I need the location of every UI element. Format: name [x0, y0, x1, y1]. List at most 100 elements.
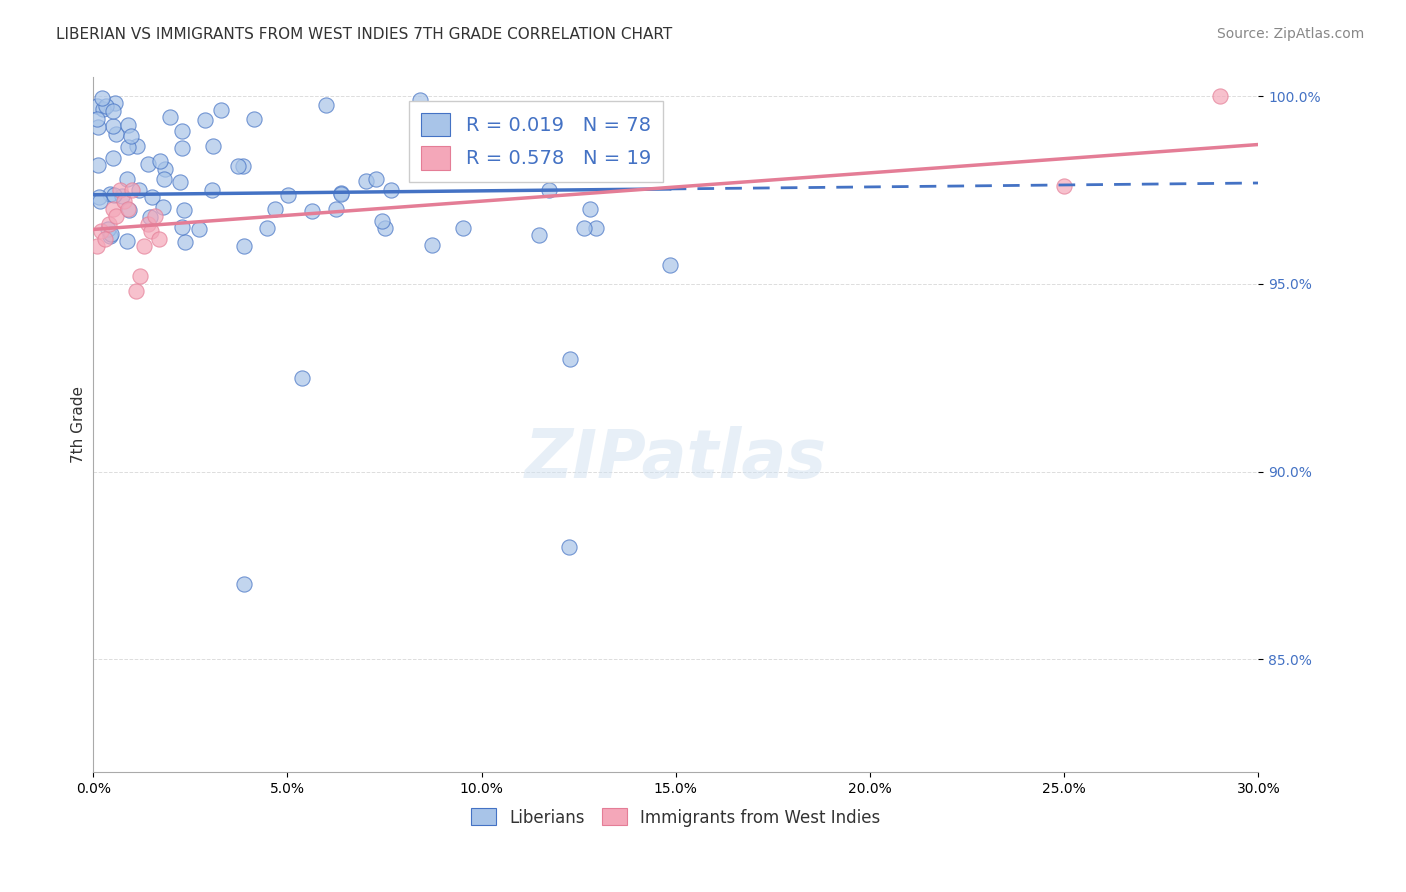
Point [86, 239, 108, 253]
Point [98, 229, 121, 244]
Point [231, 159, 253, 173]
Point [558, 540, 581, 554]
Point [141, 190, 163, 204]
Point [98, 187, 121, 202]
Point [136, 157, 159, 171]
Point [172, 124, 194, 138]
Point [128, 183, 150, 197]
Point [451, 220, 474, 235]
Point [143, 210, 166, 224]
Point [201, 183, 224, 197]
Point [105, 127, 128, 141]
Text: Source: ZipAtlas.com: Source: ZipAtlas.com [1216, 27, 1364, 41]
Point [125, 285, 148, 299]
Point [226, 159, 249, 173]
Point [194, 112, 217, 127]
Point [233, 577, 256, 591]
Point [170, 141, 193, 155]
Point [409, 93, 432, 107]
Point [170, 220, 193, 235]
Point [174, 235, 197, 250]
Point [94, 98, 117, 112]
Text: LIBERIAN VS IMMIGRANTS FROM WEST INDIES 7TH GRADE CORRELATION CHART: LIBERIAN VS IMMIGRANTS FROM WEST INDIES … [56, 27, 672, 42]
Point [354, 173, 377, 187]
Point [89, 194, 111, 208]
Point [291, 371, 314, 385]
Point [538, 183, 561, 197]
Y-axis label: 7th Grade: 7th Grade [72, 386, 86, 463]
Point [578, 202, 600, 216]
Point [120, 128, 142, 143]
Point [101, 120, 124, 134]
Point [173, 203, 195, 218]
Point [141, 224, 163, 238]
Point [187, 222, 209, 236]
Point [91, 102, 114, 116]
Point [86, 158, 108, 172]
Point [329, 186, 352, 201]
Point [105, 210, 128, 224]
Point [527, 228, 550, 243]
Point [148, 232, 170, 246]
Point [201, 139, 224, 153]
Point [264, 202, 287, 216]
Point [136, 217, 159, 231]
Point [90, 224, 112, 238]
Point [572, 220, 595, 235]
Point [117, 118, 139, 132]
Point [169, 175, 191, 189]
Point [115, 235, 138, 249]
Point [422, 165, 444, 179]
Point [155, 161, 177, 176]
Point [277, 188, 299, 202]
Point [128, 269, 150, 284]
Point [112, 194, 135, 209]
Point [101, 151, 124, 165]
Point [256, 220, 278, 235]
Point [110, 183, 132, 197]
Point [301, 204, 323, 219]
Point [111, 189, 134, 203]
Point [132, 239, 155, 253]
Point [315, 98, 337, 112]
Point [209, 103, 232, 118]
Point [585, 220, 607, 235]
Point [97, 222, 120, 236]
Point [374, 221, 396, 235]
Point [138, 210, 160, 224]
Point [101, 202, 124, 216]
Point [87, 120, 110, 135]
Point [153, 172, 176, 186]
Point [101, 103, 124, 118]
Point [91, 91, 114, 105]
Point [364, 171, 387, 186]
Point [148, 154, 170, 169]
Point [420, 238, 443, 252]
Point [127, 139, 149, 153]
Point [104, 96, 127, 111]
Point [371, 214, 394, 228]
Point [115, 172, 138, 186]
Point [325, 202, 347, 216]
Point [100, 227, 122, 242]
Point [1053, 179, 1076, 194]
Point [233, 239, 256, 253]
Legend: Liberians, Immigrants from West Indies: Liberians, Immigrants from West Indies [464, 802, 887, 833]
Point [658, 258, 681, 272]
Point [329, 186, 352, 201]
Text: ZIPatlas: ZIPatlas [524, 426, 827, 492]
Point [242, 112, 264, 126]
Point [94, 232, 117, 246]
Point [97, 217, 120, 231]
Point [87, 190, 110, 204]
Point [558, 352, 581, 367]
Point [86, 99, 108, 113]
Point [380, 183, 402, 197]
Point [117, 202, 139, 216]
Point [152, 200, 174, 214]
Point [118, 203, 141, 218]
Point [86, 112, 108, 126]
Point [1208, 89, 1230, 103]
Point [117, 139, 139, 153]
Point [103, 188, 125, 202]
